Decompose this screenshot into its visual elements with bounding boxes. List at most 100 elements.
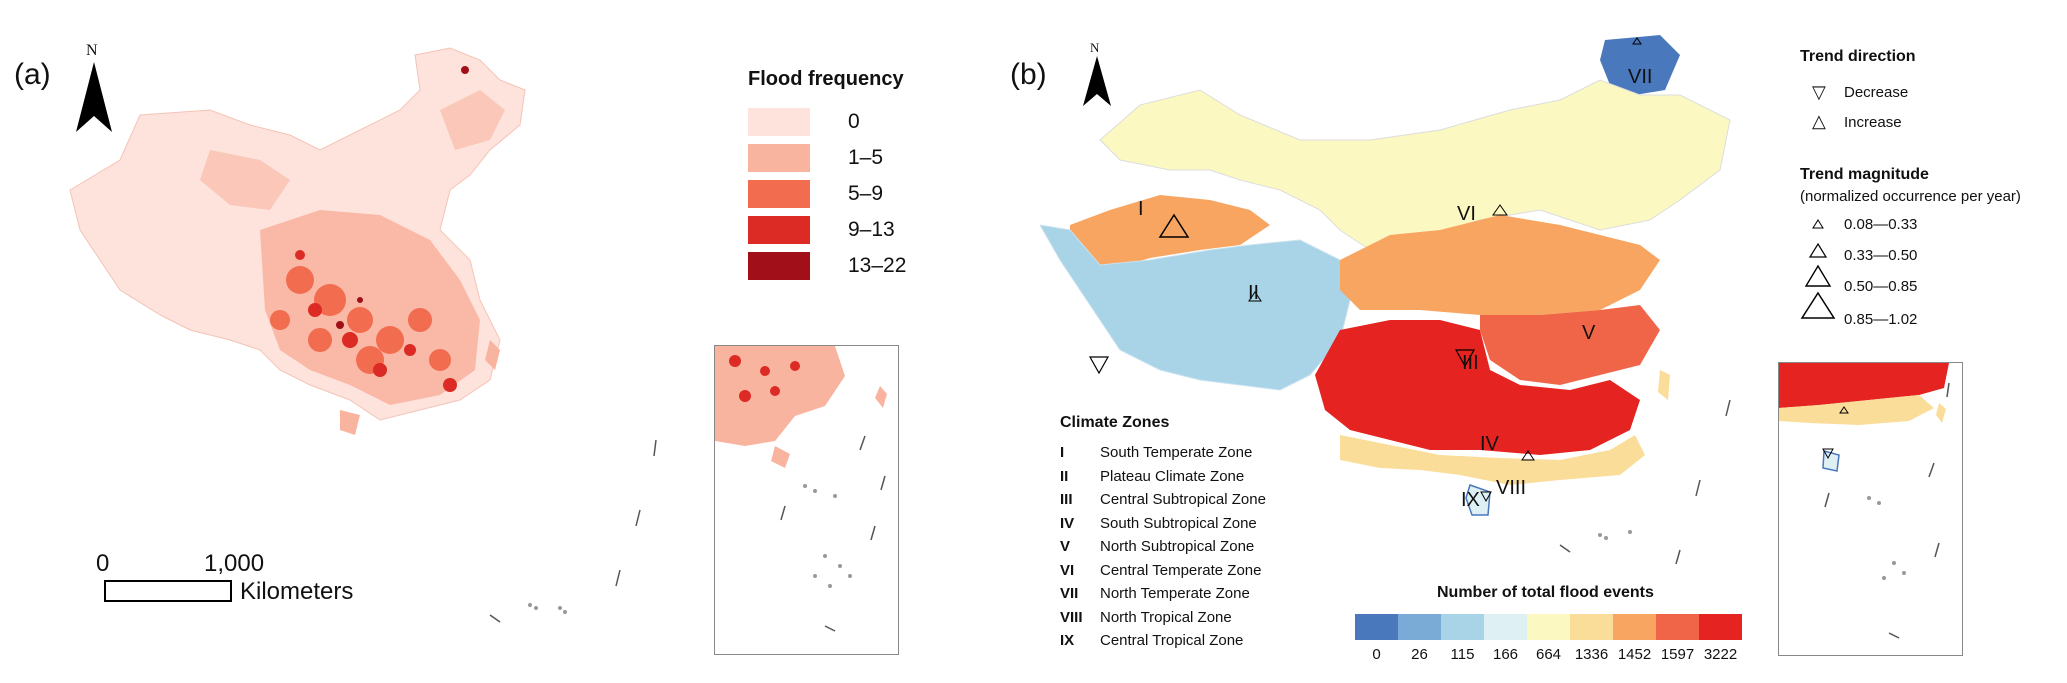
- colorbar-tick-label: 3222: [1703, 646, 1738, 663]
- climate-zone-name: Central Temperate Zone: [1100, 561, 1262, 579]
- climate-zone-numeral: III: [1060, 491, 1073, 508]
- colorbar-cell: [1699, 614, 1742, 640]
- magnitude-2-label: 0.33—0.50: [1844, 247, 1918, 264]
- colorbar-tick-label: 115: [1450, 646, 1475, 663]
- north-arrow-icon: [1083, 56, 1111, 106]
- climate-zone-numeral: IX: [1060, 632, 1075, 649]
- climate-zone-numeral: II: [1060, 467, 1069, 485]
- zone-label-iv: IV: [1480, 433, 1499, 455]
- climate-zone-numeral: IV: [1060, 514, 1075, 532]
- climate-zone-row: VI Central Temperate Zone: [1060, 562, 1261, 579]
- north-arrow-a: N: [74, 42, 114, 138]
- climate-zone-numeral: I: [1060, 444, 1065, 461]
- scale-unit: Kilometers: [240, 578, 354, 605]
- colorbar-tick-label: 26: [1411, 646, 1428, 663]
- climate-zone-row: V North Subtropical Zone: [1060, 538, 1254, 555]
- climate-zone-row: III Central Subtropical Zone: [1060, 491, 1266, 508]
- trend-legend: Trend direction ▽ Decrease △ Increase Tr…: [1800, 48, 2062, 348]
- magnitude-2-triangle-icon: [1808, 242, 1828, 258]
- climate-zone-row: IV South Subtropical Zone: [1060, 515, 1257, 532]
- magnitude-1-label: 0.08—0.33: [1844, 216, 1918, 233]
- climate-zone-numeral: VII: [1060, 585, 1079, 602]
- colorbar-ticks: 0 26 115 166 664 1336 1452 1597 3222: [1355, 646, 1742, 666]
- colorbar-cell: [1527, 614, 1570, 640]
- legend-swatch: [748, 252, 810, 280]
- colorbar-title: Number of total flood events: [1437, 584, 1654, 601]
- climate-zone-name: Central Tropical Zone: [1100, 632, 1244, 649]
- climate-zone-name: North Temperate Zone: [1100, 585, 1250, 602]
- colorbar-cell: [1355, 614, 1398, 640]
- nine-dash-line-a: [489, 439, 657, 623]
- zone-label-i: I: [1138, 198, 1144, 220]
- legend-swatch: [748, 108, 810, 136]
- colorbar-cell: [1656, 614, 1699, 640]
- colorbar-cell: [1484, 614, 1527, 640]
- zone-label-vi: VI: [1457, 203, 1476, 225]
- scale-end: 1,000: [204, 550, 265, 577]
- legend-class-row: 9–13: [748, 216, 948, 244]
- trend-magnitude-title: Trend magnitude: [1800, 166, 1929, 183]
- panel-a-label: (a): [14, 58, 51, 91]
- zone-label-viii: VIII: [1496, 477, 1527, 499]
- climate-zone-map: [1040, 35, 1731, 565]
- legend-class-row: 1–5: [748, 144, 948, 172]
- trend-magnitude-subtitle: (normalized occurrence per year): [1800, 188, 2021, 205]
- climate-zone-name: South Subtropical Zone: [1100, 514, 1257, 532]
- north-label: N: [86, 42, 98, 59]
- north-arrow-icon: [76, 62, 112, 132]
- legend-class-row: 0: [748, 108, 948, 136]
- colorbar-scale: [1355, 614, 1742, 640]
- flood-frequency-legend: Flood frequency 0 1–5 5–9 9–13 13–22: [748, 68, 948, 298]
- zone-label-ix: IX: [1461, 489, 1480, 511]
- climate-zone-row: II Plateau Climate Zone: [1060, 468, 1244, 485]
- legend-class-row: 5–9: [748, 180, 948, 208]
- climate-zones-title: Climate Zones: [1060, 414, 1170, 431]
- legend-swatch: [748, 216, 810, 244]
- climate-zone-row: VII North Temperate Zone: [1060, 585, 1250, 602]
- south-china-sea-inset-a: [714, 345, 899, 655]
- magnitude-1-triangle-icon: [1812, 219, 1824, 229]
- trend-direction-title: Trend direction: [1800, 48, 1916, 65]
- legend-swatch: [748, 144, 810, 172]
- inset-map-a: [715, 346, 887, 632]
- panel-b-label: (b): [1010, 58, 1047, 91]
- legend-class-label: 5–9: [848, 182, 884, 205]
- china-flood-frequency-map: [69, 47, 526, 435]
- climate-zone-row: I South Temperate Zone: [1060, 444, 1252, 461]
- climate-zone-numeral: VIII: [1060, 608, 1083, 626]
- decrease-triangle-icon: ▽: [1812, 82, 1826, 102]
- climate-zone-name: Plateau Climate Zone: [1100, 467, 1245, 485]
- magnitude-triangles: [1800, 219, 1836, 319]
- climate-zone-numeral: V: [1060, 538, 1071, 555]
- colorbar-tick-label: 1336: [1574, 646, 1609, 663]
- inset-map-b: [1779, 363, 1950, 639]
- zone-label-vii: VII: [1628, 66, 1653, 88]
- climate-zones-legend: Climate Zones I South Temperate Zone II Pla…: [1060, 412, 1330, 652]
- legend-class-row: 13–22: [748, 252, 948, 280]
- zone-label-v: V: [1582, 322, 1596, 344]
- zone-label-ii: II: [1248, 282, 1260, 304]
- increase-label: Increase: [1844, 114, 1902, 131]
- legend-title: Flood frequency: [748, 68, 904, 90]
- scale-box: [104, 580, 232, 602]
- climate-zone-numeral: VI: [1060, 561, 1075, 579]
- magnitude-3-triangle-icon: [1804, 264, 1832, 287]
- legend-class-label: 9–13: [848, 218, 895, 241]
- climate-zone-name: North Subtropical Zone: [1100, 538, 1255, 555]
- increase-triangle-icon: △: [1812, 111, 1826, 131]
- climate-zones-list: I South Temperate Zone II Plateau Climate Z…: [1060, 444, 1330, 654]
- colorbar-cell: [1570, 614, 1613, 640]
- colorbar-cell: [1613, 614, 1656, 640]
- climate-zone-name: Central Subtropical Zone: [1100, 491, 1266, 508]
- flood-events-colorbar: Number of total flood events 0 26 115 166 66…: [1355, 584, 1745, 664]
- colorbar-tick-label: 1452: [1617, 646, 1652, 663]
- colorbar-tick-label: 1597: [1660, 646, 1695, 663]
- magnitude-3-label: 0.50—0.85: [1844, 278, 1918, 295]
- colorbar-cell: [1441, 614, 1484, 640]
- south-china-sea-inset-b: [1778, 362, 1963, 656]
- colorbar-cell: [1398, 614, 1441, 640]
- magnitude-4-triangle-icon: [1800, 291, 1836, 319]
- north-label-b: N: [1090, 40, 1100, 55]
- legend-class-label: 1–5: [848, 146, 884, 169]
- scale-start: 0: [96, 550, 110, 577]
